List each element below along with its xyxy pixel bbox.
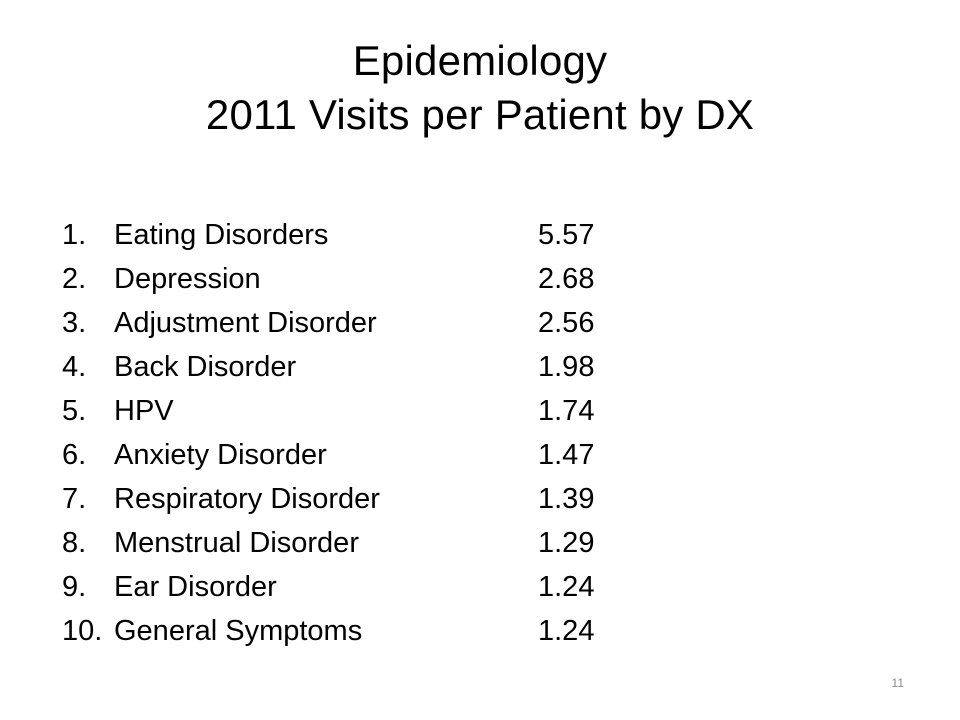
title-line-1: Epidemiology: [352, 37, 608, 84]
item-number: 10.: [62, 615, 103, 647]
diagnosis-name: Adjustment Disorder: [114, 307, 377, 339]
list-item: 6. Anxiety Disorder 1.47: [62, 433, 628, 477]
diagnosis-list: 1. Eating Disorders 5.57 2. Depression 2…: [62, 213, 628, 653]
visits-value: 1.98: [538, 351, 595, 383]
page-number: 11: [891, 676, 904, 690]
diagnosis-name: Eating Disorders: [114, 219, 329, 251]
diagnosis-name: Depression: [114, 263, 261, 295]
list-item: 1. Eating Disorders 5.57: [62, 213, 628, 257]
list-item: 7. Respiratory Disorder 1.39: [62, 477, 628, 521]
slide-title: Epidemiology 2011 Visits per Patient by …: [0, 34, 960, 142]
item-number: 9.: [62, 571, 87, 603]
diagnosis-name: Ear Disorder: [114, 571, 277, 603]
list-item: 5. HPV 1.74: [62, 389, 628, 433]
item-number: 8.: [62, 527, 87, 559]
item-number: 7.: [62, 483, 87, 515]
item-number: 5.: [62, 395, 87, 427]
item-number: 4.: [62, 351, 87, 383]
visits-value: 2.68: [538, 263, 595, 295]
list-item: 9. Ear Disorder 1.24: [62, 565, 628, 609]
list-item: 8. Menstrual Disorder 1.29: [62, 521, 628, 565]
visits-value: 1.24: [538, 571, 595, 603]
title-line-2: 2011 Visits per Patient by DX: [205, 91, 755, 138]
visits-value: 1.74: [538, 395, 595, 427]
visits-value: 2.56: [538, 307, 595, 339]
diagnosis-name: Anxiety Disorder: [114, 439, 327, 471]
visits-value: 1.29: [538, 527, 595, 559]
list-item: 10. General Symptoms 1.24: [62, 609, 628, 653]
diagnosis-name: Back Disorder: [114, 351, 297, 383]
diagnosis-name: Menstrual Disorder: [114, 527, 359, 559]
diagnosis-name: HPV: [114, 395, 174, 427]
visits-value: 1.47: [538, 439, 595, 471]
visits-value: 5.57: [538, 219, 595, 251]
list-item: 3. Adjustment Disorder 2.56: [62, 301, 628, 345]
item-number: 1.: [62, 219, 87, 251]
item-number: 2.: [62, 263, 87, 295]
item-number: 6.: [62, 439, 87, 471]
diagnosis-name: Respiratory Disorder: [114, 483, 380, 515]
list-item: 4. Back Disorder 1.98: [62, 345, 628, 389]
visits-value: 1.39: [538, 483, 595, 515]
list-item: 2. Depression 2.68: [62, 257, 628, 301]
diagnosis-name: General Symptoms: [114, 615, 363, 647]
visits-value: 1.24: [538, 615, 595, 647]
item-number: 3.: [62, 307, 87, 339]
